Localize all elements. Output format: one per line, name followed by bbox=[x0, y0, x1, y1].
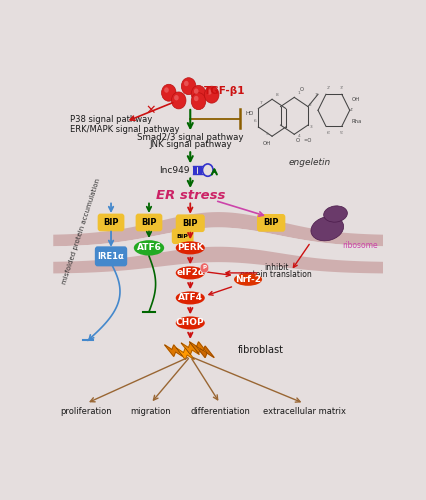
Text: Rha: Rha bbox=[351, 119, 362, 124]
Text: O: O bbox=[296, 138, 299, 143]
Circle shape bbox=[161, 84, 176, 101]
Circle shape bbox=[191, 92, 206, 110]
Text: O: O bbox=[300, 87, 304, 92]
Text: TGF-β1: TGF-β1 bbox=[204, 86, 245, 96]
Text: protein translation: protein translation bbox=[240, 270, 312, 278]
Ellipse shape bbox=[176, 242, 205, 254]
Text: ER stress: ER stress bbox=[155, 189, 225, 202]
FancyBboxPatch shape bbox=[201, 166, 202, 174]
Text: eIF2α: eIF2α bbox=[176, 268, 204, 278]
Circle shape bbox=[171, 92, 186, 109]
Text: OH: OH bbox=[263, 141, 271, 146]
Text: HO: HO bbox=[245, 112, 253, 116]
Text: ATF6: ATF6 bbox=[137, 244, 161, 252]
Polygon shape bbox=[53, 212, 383, 246]
Text: Nrf-2: Nrf-2 bbox=[235, 275, 261, 284]
Text: migration: migration bbox=[130, 406, 171, 416]
Circle shape bbox=[174, 95, 179, 100]
Text: proliferation: proliferation bbox=[60, 406, 112, 416]
Text: BIP: BIP bbox=[141, 218, 157, 227]
Text: P: P bbox=[202, 266, 207, 270]
Ellipse shape bbox=[311, 216, 344, 241]
Text: IRE1α: IRE1α bbox=[98, 252, 124, 261]
Text: ribosome: ribosome bbox=[342, 242, 378, 250]
Text: =O: =O bbox=[304, 138, 312, 143]
Ellipse shape bbox=[176, 266, 205, 280]
Text: BIP: BIP bbox=[103, 218, 119, 227]
Text: 4': 4' bbox=[349, 108, 354, 112]
Text: 3: 3 bbox=[310, 125, 313, 129]
Text: fibroblast: fibroblast bbox=[238, 345, 284, 355]
Circle shape bbox=[194, 88, 199, 94]
Ellipse shape bbox=[176, 316, 205, 330]
Polygon shape bbox=[176, 348, 194, 360]
Text: 1: 1 bbox=[298, 92, 300, 96]
FancyBboxPatch shape bbox=[95, 246, 127, 266]
Circle shape bbox=[194, 96, 199, 101]
Text: Smad2/3 signal pathway: Smad2/3 signal pathway bbox=[137, 132, 244, 141]
FancyBboxPatch shape bbox=[98, 214, 124, 232]
Polygon shape bbox=[196, 346, 214, 358]
Ellipse shape bbox=[324, 206, 347, 222]
Circle shape bbox=[181, 78, 196, 94]
FancyBboxPatch shape bbox=[135, 214, 162, 232]
Ellipse shape bbox=[176, 292, 205, 304]
Circle shape bbox=[184, 81, 189, 86]
Text: lnc949: lnc949 bbox=[159, 166, 190, 174]
Ellipse shape bbox=[234, 273, 262, 286]
Polygon shape bbox=[165, 345, 183, 356]
FancyBboxPatch shape bbox=[195, 166, 197, 174]
Circle shape bbox=[207, 90, 212, 94]
Text: BIP: BIP bbox=[263, 218, 279, 228]
Text: BIP: BIP bbox=[177, 234, 189, 239]
Text: PERK: PERK bbox=[177, 244, 204, 252]
Text: 6: 6 bbox=[254, 119, 257, 123]
Polygon shape bbox=[53, 246, 383, 274]
FancyBboxPatch shape bbox=[257, 214, 285, 232]
Text: CHOP: CHOP bbox=[176, 318, 204, 328]
Text: ✕: ✕ bbox=[145, 104, 156, 118]
Circle shape bbox=[191, 86, 206, 102]
FancyBboxPatch shape bbox=[193, 166, 195, 174]
Text: 2': 2' bbox=[327, 86, 331, 90]
Polygon shape bbox=[53, 228, 383, 262]
Circle shape bbox=[204, 86, 219, 103]
Text: 2: 2 bbox=[309, 102, 311, 106]
Text: misfolded protein accumulation: misfolded protein accumulation bbox=[61, 178, 101, 285]
Text: ERK/MAPK signal pathway: ERK/MAPK signal pathway bbox=[70, 125, 179, 134]
Text: JNK signal pathway: JNK signal pathway bbox=[149, 140, 232, 149]
FancyBboxPatch shape bbox=[176, 214, 205, 232]
Text: 3': 3' bbox=[340, 86, 344, 90]
Text: P38 signal pathway: P38 signal pathway bbox=[70, 115, 152, 124]
Text: 6': 6' bbox=[327, 130, 331, 134]
Text: 5': 5' bbox=[340, 130, 344, 134]
Text: OH: OH bbox=[351, 96, 360, 102]
Circle shape bbox=[164, 88, 169, 92]
Text: 7: 7 bbox=[259, 101, 262, 105]
Text: BIP: BIP bbox=[182, 218, 198, 228]
FancyBboxPatch shape bbox=[172, 228, 193, 244]
Polygon shape bbox=[181, 343, 199, 354]
FancyBboxPatch shape bbox=[198, 166, 200, 174]
Polygon shape bbox=[190, 342, 207, 353]
Text: 4: 4 bbox=[298, 134, 300, 138]
Circle shape bbox=[200, 263, 209, 273]
Text: differentiation: differentiation bbox=[190, 406, 250, 416]
Text: inhibit: inhibit bbox=[264, 264, 288, 272]
Text: extracellular matrix: extracellular matrix bbox=[263, 406, 345, 416]
Text: 1': 1' bbox=[314, 94, 318, 98]
Text: 5: 5 bbox=[266, 132, 269, 136]
Text: engeletin: engeletin bbox=[289, 158, 331, 166]
Text: 8: 8 bbox=[276, 94, 278, 98]
Text: ATF4: ATF4 bbox=[178, 294, 203, 302]
Ellipse shape bbox=[134, 240, 164, 256]
